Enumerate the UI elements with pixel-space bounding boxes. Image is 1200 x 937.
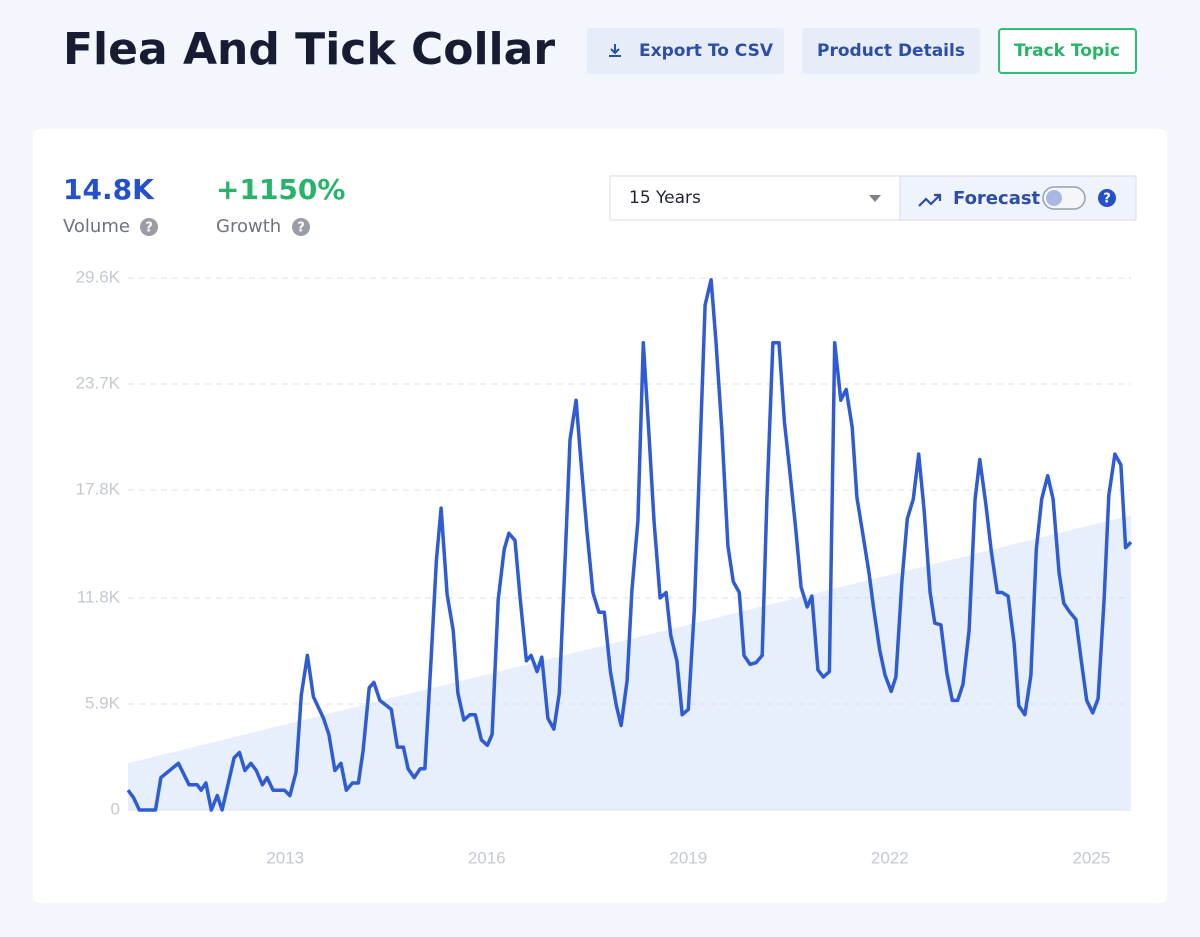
series-line — [126, 278, 1133, 812]
x-tick-label: 2025 — [1072, 848, 1110, 867]
x-tick-label: 2019 — [669, 848, 707, 867]
y-tick-label: 11.8K — [77, 587, 121, 606]
export-label: Export To CSV — [639, 41, 774, 61]
help-icon[interactable] — [1098, 189, 1116, 207]
x-tick-label: 2013 — [266, 848, 304, 867]
track-button[interactable] — [998, 28, 1137, 74]
export-button[interactable] — [587, 28, 784, 74]
help-mark: ? — [1103, 192, 1111, 207]
x-tick-label: 2022 — [871, 848, 909, 867]
growth-value: +1150% — [216, 173, 345, 206]
range-label: 15 Years — [629, 188, 701, 208]
help-mark: ? — [145, 221, 153, 236]
volume-value: 14.8K — [63, 173, 155, 206]
download-icon — [609, 44, 621, 57]
y-tick-label: 17.8K — [76, 480, 121, 499]
y-tick-label: 23.7K — [76, 374, 121, 393]
toggle-knob — [1046, 190, 1062, 206]
growth-label: Growth — [216, 216, 281, 237]
help-icon[interactable] — [292, 218, 310, 236]
details-button[interactable] — [802, 28, 980, 74]
plot: 0 5.9K 11.8K 17.8K 23.7K 29.6K 2013 2016 2019 202… — [76, 267, 1133, 867]
x-tick-label: 2016 — [468, 848, 506, 867]
trend-icon — [918, 193, 942, 207]
dropdown-arrow — [869, 195, 881, 202]
page-title: Flea And Tick Collar — [63, 24, 555, 75]
forecast-label: Forecast — [953, 188, 1041, 209]
help-icon[interactable] — [140, 218, 158, 236]
range-dropdown[interactable] — [609, 175, 901, 221]
y-tick-label: 29.6K — [76, 267, 121, 286]
details-label: Product Details — [817, 41, 965, 61]
volume-label: Volume — [63, 216, 130, 237]
help-mark: ? — [297, 221, 305, 236]
track-label: Track Topic — [1014, 41, 1120, 61]
y-tick-label: 5.9K — [85, 693, 121, 712]
y-tick-label: 0 — [111, 799, 120, 818]
